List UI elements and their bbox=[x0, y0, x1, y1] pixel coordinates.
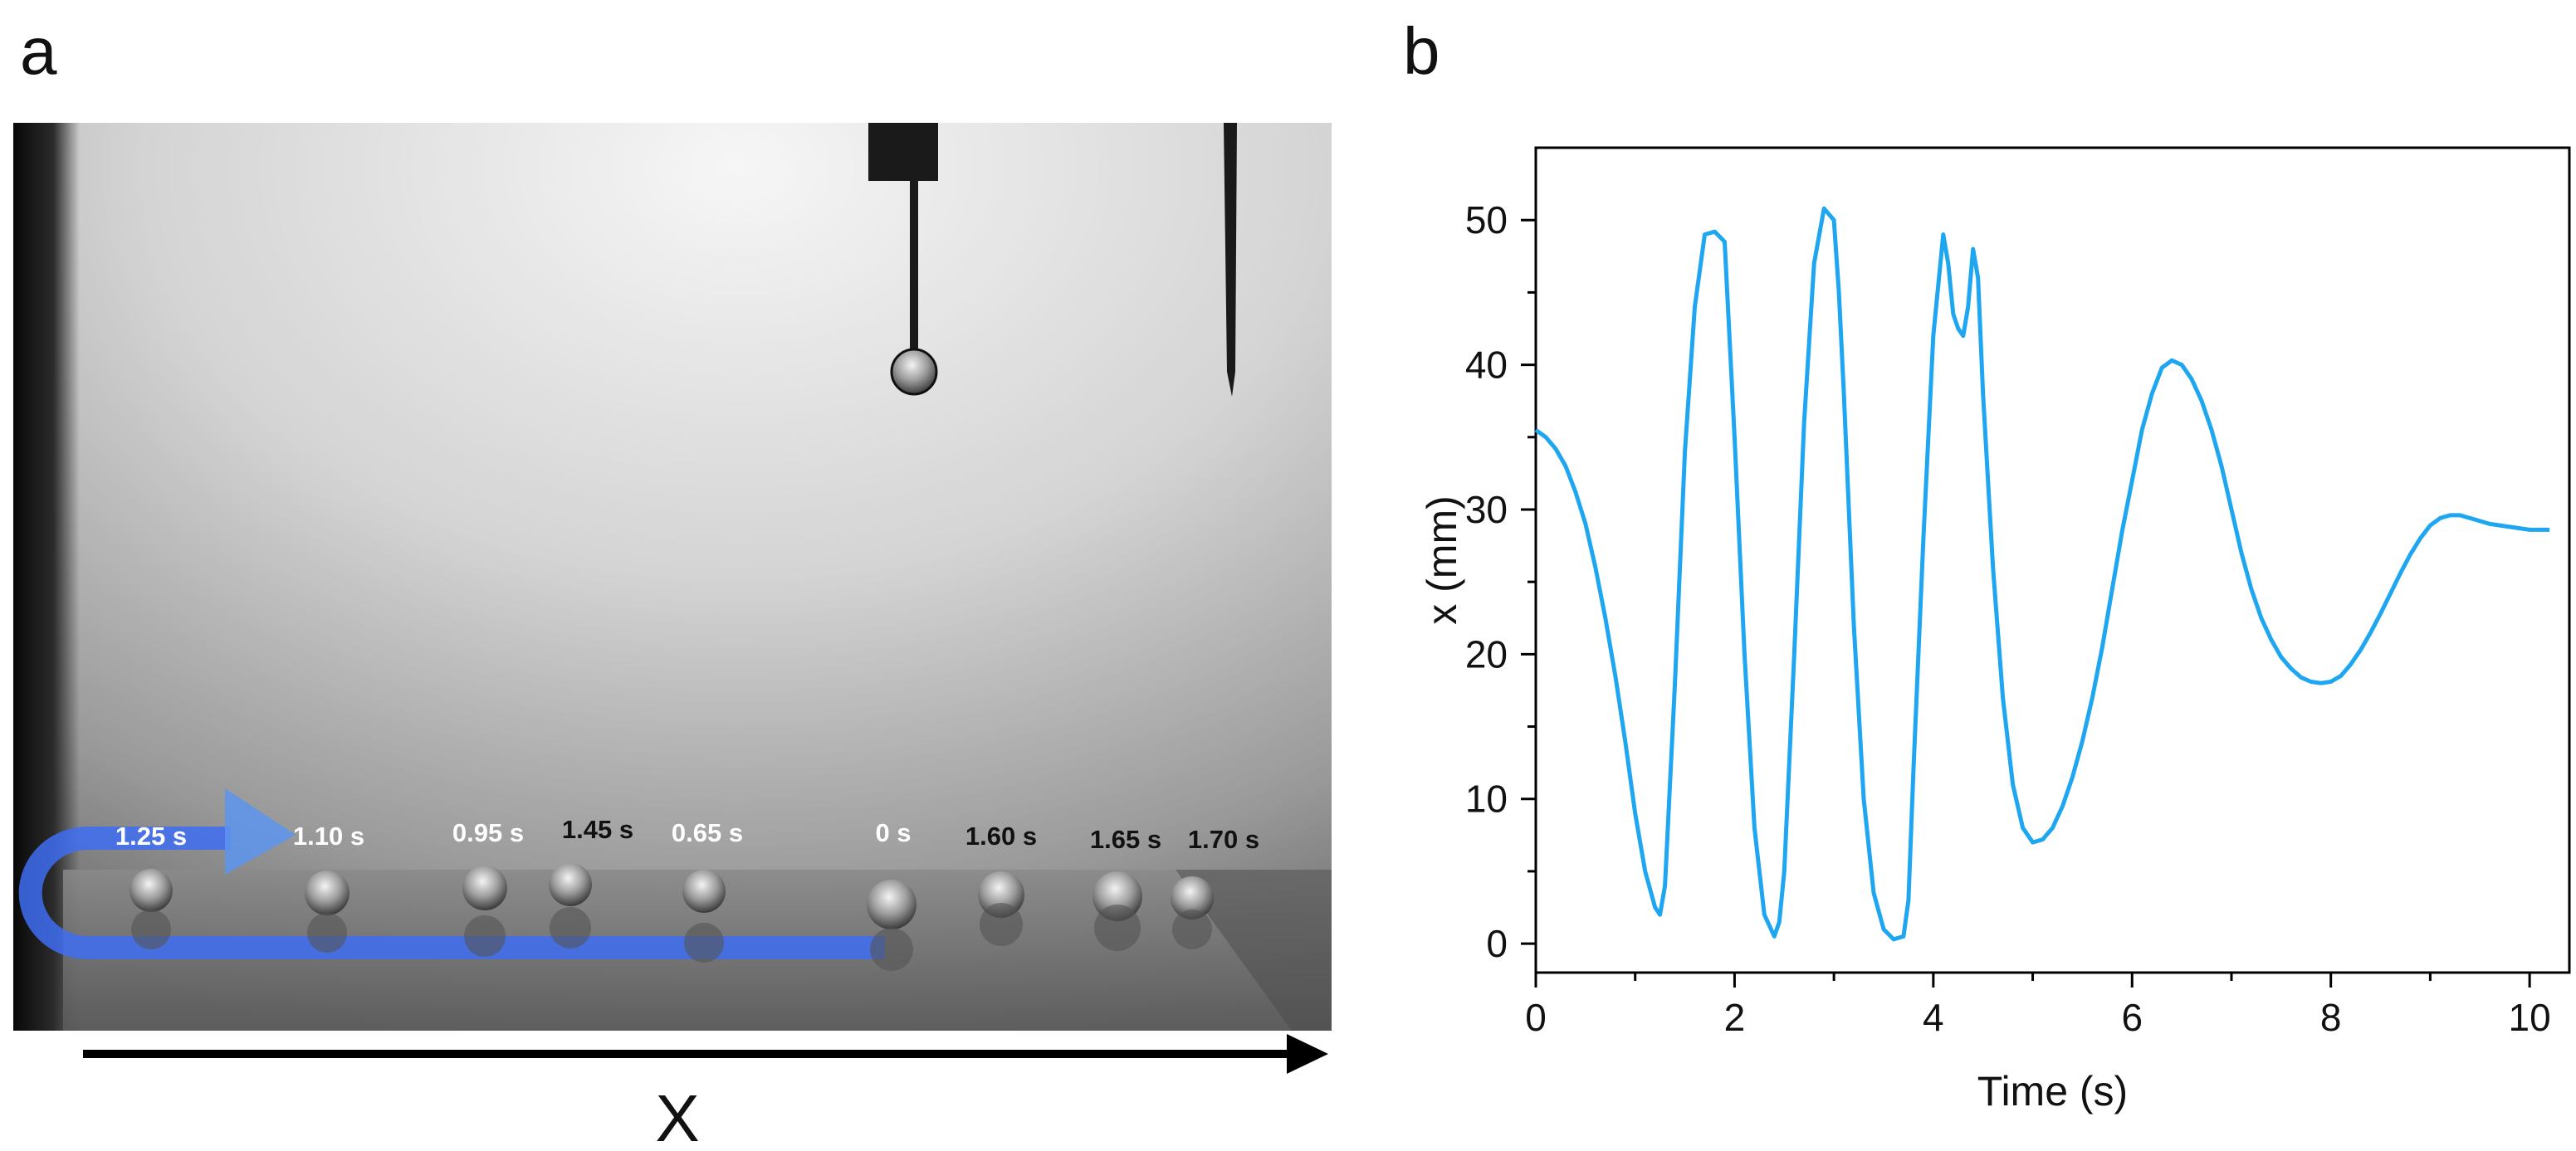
time-label-5: 0.65 s bbox=[672, 818, 743, 847]
y-tick-label: 50 bbox=[1465, 198, 1508, 241]
y-tick-label: 0 bbox=[1486, 922, 1508, 965]
x-tick-label: 10 bbox=[2509, 996, 2551, 1039]
x-direction-label: X bbox=[655, 1081, 699, 1145]
time-label-2: 1.10 s bbox=[293, 822, 364, 851]
y-tick-label: 20 bbox=[1465, 632, 1508, 675]
plot-frame bbox=[1534, 146, 2571, 974]
needle bbox=[910, 181, 918, 355]
y-tick-label: 40 bbox=[1465, 344, 1508, 387]
time-label-1: 1.25 s bbox=[115, 822, 187, 851]
needle-holder bbox=[868, 123, 938, 181]
position-time-chart: 0 2 4 6 8 10 0 10 20 30 40 50 Time (s) x (mm) bbox=[1411, 116, 2574, 1147]
panel-a-label: a bbox=[20, 14, 57, 88]
x-axis-label: Time (s) bbox=[1977, 1068, 2128, 1114]
x-tick-label: 0 bbox=[1525, 996, 1547, 1039]
trajectory-path bbox=[18, 827, 885, 959]
x-tick-label: 4 bbox=[1923, 996, 1944, 1039]
trajectory-arrow bbox=[225, 788, 296, 875]
chart-svg: 0 2 4 6 8 10 0 10 20 30 40 50 Time (s) x (mm) bbox=[1419, 146, 2571, 1114]
y-tick-label: 30 bbox=[1465, 488, 1508, 531]
pendant-droplet bbox=[890, 348, 938, 396]
second-needle bbox=[1224, 123, 1237, 397]
time-label-3: 0.95 s bbox=[452, 818, 524, 847]
x-tick-label: 8 bbox=[2320, 996, 2342, 1039]
droplet-row bbox=[130, 863, 1214, 971]
droplet-photo: 1.25 s 1.10 s 0.95 s 1.45 s 0.65 s 0 s 1… bbox=[13, 123, 1332, 1031]
x-tick-label: 6 bbox=[2121, 996, 2143, 1039]
time-label-8: 1.65 s bbox=[1090, 825, 1161, 854]
time-label-7: 1.60 s bbox=[965, 822, 1037, 851]
x-direction-axis: X bbox=[75, 1029, 1337, 1151]
x-tick-label: 2 bbox=[1724, 996, 1746, 1039]
time-label-4: 1.45 s bbox=[562, 815, 633, 844]
time-label-6: 0 s bbox=[875, 818, 911, 847]
time-label-9: 1.70 s bbox=[1188, 825, 1259, 854]
panel-b-label: b bbox=[1403, 14, 1440, 88]
y-tick-label: 10 bbox=[1465, 778, 1508, 821]
series-line bbox=[1534, 206, 2550, 942]
droplet-photo-drawing: 1.25 s 1.10 s 0.95 s 1.45 s 0.65 s 0 s 1… bbox=[13, 123, 1332, 1031]
y-axis-label: x (mm) bbox=[1419, 495, 1465, 625]
x-direction-arrowhead bbox=[1287, 1034, 1328, 1074]
